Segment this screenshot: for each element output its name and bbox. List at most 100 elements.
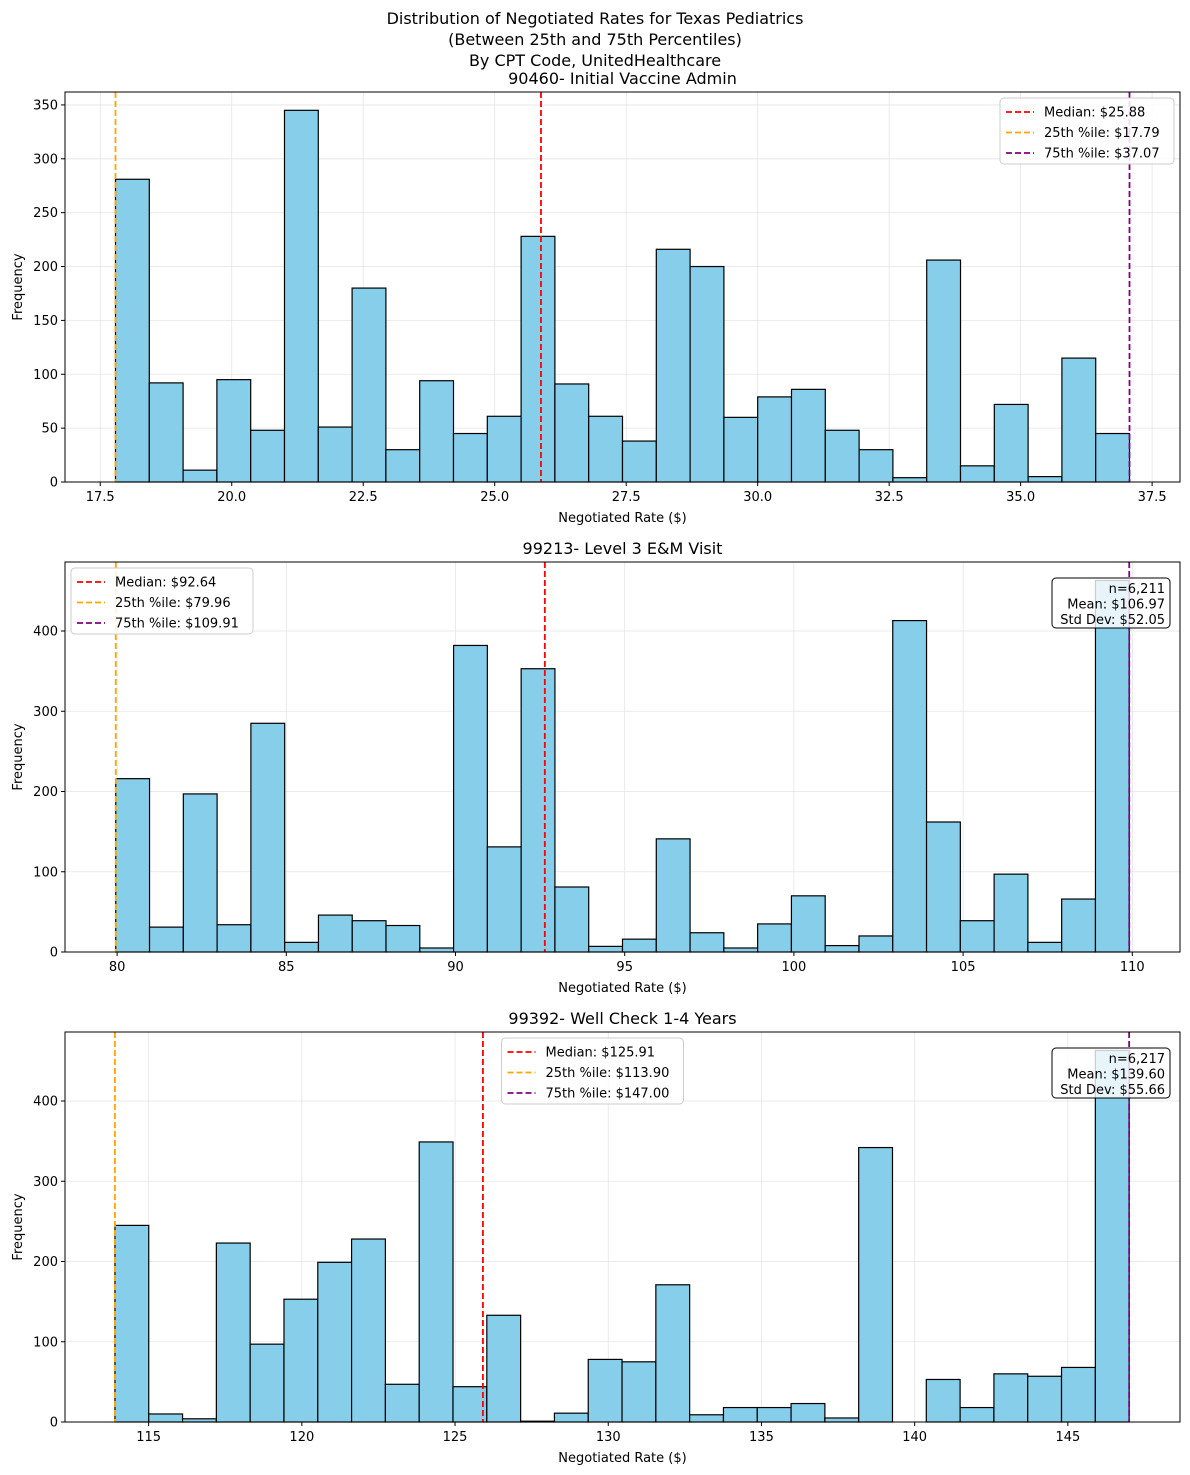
stats-line: n=6,217 [1109,1052,1165,1067]
y-tick-label: 200 [33,785,58,800]
histogram-bar [722,1406,758,1423]
histogram-bar [249,1343,285,1423]
histogram-bar [419,947,455,953]
histogram-bar [385,924,421,953]
legend-entry: 25th %ile: $113.90 [546,1066,670,1081]
axes-frame [64,1031,1181,1423]
histogram-bar [452,644,488,953]
y-tick-label: 200 [33,260,58,275]
histogram-bar [959,1406,995,1423]
histogram-bar [317,1261,353,1423]
x-tick-label: 145 [1055,1430,1080,1445]
histogram-bar [993,1373,1029,1423]
histogram-bar [621,938,657,953]
y-tick-label: 300 [33,705,58,720]
x-tick-label: 37.5 [1138,490,1167,505]
histogram-bar [317,426,353,483]
histogram-bar [1027,941,1063,953]
x-axis-label: Negotiated Rate ($) [558,981,686,996]
histogram-bar [351,287,387,483]
stats-line: Std Dev: $52.05 [1060,613,1165,628]
histogram-bar [283,1298,319,1423]
y-axis-label: Frequency [11,253,26,320]
histogram-bar [689,265,725,483]
histogram-bar [1095,432,1131,483]
stats-box-frame [1051,577,1171,629]
histogram-bar [587,1358,623,1423]
figure-title-line-3: By CPT Code, UnitedHealthcare [469,51,721,70]
stats-line: Std Dev: $55.66 [1060,1083,1165,1098]
histogram-bar [655,838,691,953]
histogram-bar [486,1314,522,1423]
figure-title-line-2: (Between 25th and 75th Percentiles) [448,30,742,49]
x-tick-label: 105 [951,960,976,975]
histogram-bar [689,932,725,953]
histogram-bar [858,1146,894,1423]
histogram-bar [790,1402,826,1423]
legend-entry: 75th %ile: $37.07 [1044,147,1160,162]
histogram-bar [655,1284,691,1423]
y-tick-label: 100 [33,865,58,880]
figure-title-line-1: Distribution of Negotiated Rates for Tex… [387,9,804,28]
histogram-bar [384,1383,420,1423]
histogram-bar [892,619,928,953]
y-tick-label: 200 [33,1255,58,1270]
y-tick-label: 350 [33,98,58,113]
histogram-bar [1061,898,1097,953]
x-tick-label: 85 [278,960,295,975]
histogram-bar [554,886,590,953]
histogram-bar [1094,1049,1130,1423]
y-tick-label: 300 [33,152,58,167]
histogram-bar [757,396,793,483]
histogram-bar [925,821,961,953]
histogram-bar [520,668,556,953]
y-tick-label: 250 [33,206,58,221]
legend-entry: Median: $92.64 [115,576,216,591]
stats-line: Mean: $139.60 [1067,1068,1165,1083]
histogram-bar [148,382,184,483]
x-tick-label: 32.5 [875,490,904,505]
histogram-bar [182,469,218,483]
chart-panel-2: 99213- Level 3 E&M Visit 80 85 90 95 100 105 11… [11,539,1181,996]
x-tick-label: 25.0 [480,490,509,505]
y-tick-label: 150 [33,314,58,329]
x-tick-label: 95 [616,960,633,975]
x-tick-label: 120 [289,1430,314,1445]
y-tick-label: 300 [33,1175,58,1190]
histogram-bar [588,945,624,953]
histogram-bar [723,416,759,483]
histogram-bar [114,178,150,483]
histogram-bar [926,259,962,483]
stats-line: Mean: $106.97 [1067,598,1165,613]
histogram-bar [419,380,455,483]
histogram-bar [452,432,488,483]
histogram-bar [588,415,624,483]
histogram-bar [115,778,151,953]
histogram-bar [824,944,860,953]
x-tick-label: 125 [443,1430,468,1445]
histogram-bar [148,926,184,953]
y-tick-label: 0 [50,476,58,491]
legend-entry: Median: $125.91 [546,1046,656,1061]
panel-title: 99392- Well Check 1-4 Years [508,1009,736,1028]
histogram-bar [790,388,826,483]
histogram-bar [756,1406,792,1423]
legend: Median: $92.64 25th %ile: $79.96 75th %ile… [70,567,254,635]
panel-title: 90460- Initial Vaccine Admin [508,69,737,88]
histogram-bar [959,465,995,483]
histogram-bar [216,379,252,483]
histogram-bar [655,248,691,483]
histogram-bar [993,873,1029,953]
y-tick-label: 0 [50,1416,58,1431]
y-tick-label: 400 [33,1095,58,1110]
x-tick-label: 140 [902,1430,927,1445]
legend-entry: 25th %ile: $79.96 [115,596,231,611]
x-tick-label: 35.0 [1006,490,1035,505]
histogram-bar [350,1238,386,1423]
y-tick-label: 100 [33,1335,58,1350]
histogram-bar [351,920,387,953]
stats-line: n=6,211 [1109,582,1165,597]
histogram-bar [114,1224,150,1423]
